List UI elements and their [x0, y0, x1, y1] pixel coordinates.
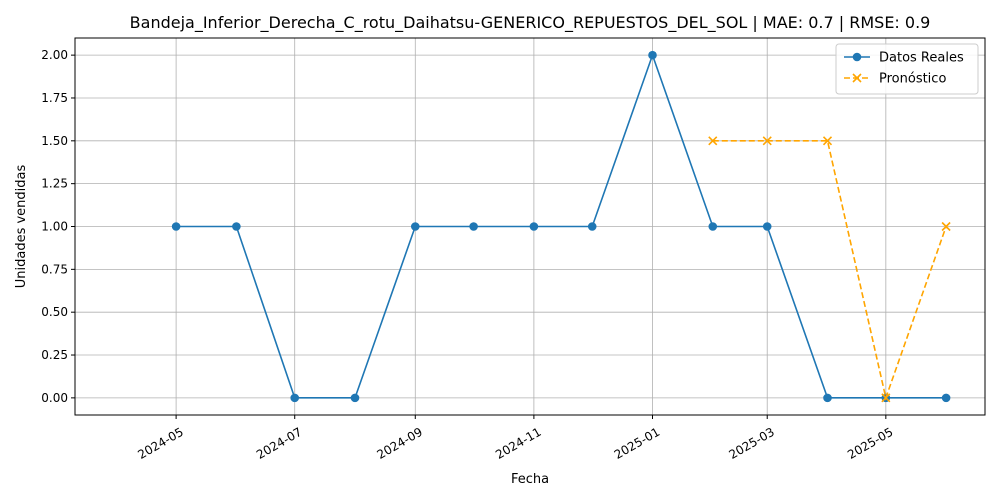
series-line [712, 140, 947, 401]
x-tick-label: 2024-11 [493, 425, 543, 462]
y-tick-label: 0.25 [41, 348, 68, 362]
data-point [881, 393, 891, 403]
legend-marker [852, 52, 862, 62]
x-tick-label: 2024-09 [375, 425, 425, 462]
legend-marker [852, 73, 862, 83]
y-tick-label: 0.50 [41, 305, 68, 319]
legend-box [835, 43, 979, 95]
series-pronostico [708, 136, 951, 403]
y-tick-label: 1.25 [41, 177, 68, 191]
data-point [822, 136, 833, 146]
y-tick-label: 1.50 [41, 134, 68, 148]
x-tick-label: 2024-07 [254, 425, 304, 462]
data-point [708, 136, 718, 146]
x-tick-label: 2024-05 [135, 425, 185, 462]
y-tick-label: 0.75 [41, 262, 68, 276]
data-point [410, 222, 420, 231]
data-point [823, 393, 832, 403]
data-point [171, 222, 181, 231]
y-tick-label: 2.00 [41, 48, 68, 62]
data-point [350, 393, 360, 403]
x-tick-label: 2025-03 [726, 425, 776, 462]
y-tick-label: 1.75 [41, 91, 68, 105]
data-point [941, 393, 951, 403]
x-tick-label: 2025-05 [845, 425, 895, 462]
series-layer [171, 50, 951, 403]
data-point [587, 222, 597, 231]
chart-title: Bandeja_Inferior_Derecha_C_rotu_Daihatsu… [130, 13, 931, 33]
data-point [469, 222, 478, 231]
x-tick-label: 2025-01 [612, 425, 662, 462]
legend-label: Datos Reales [879, 51, 964, 66]
legend-entry: Pronóstico [844, 72, 946, 87]
data-point [290, 393, 300, 403]
data-point [232, 222, 241, 231]
data-point [762, 136, 772, 146]
y-tick-label: 0.00 [41, 391, 68, 405]
data-point [648, 50, 657, 60]
legend: Datos Reales Pronóstico [835, 43, 979, 95]
y-tick-label: 1.00 [41, 220, 68, 234]
data-point [941, 221, 951, 232]
x-axis-title: Fecha [511, 472, 549, 487]
series-line [176, 52, 947, 399]
data-point [529, 222, 539, 231]
legend-entry: Datos Reales [844, 51, 964, 66]
data-point [708, 222, 718, 231]
data-point [762, 222, 772, 231]
y-axis-title: Unidades vendidas [14, 165, 29, 289]
legend-label: Pronóstico [879, 72, 946, 87]
